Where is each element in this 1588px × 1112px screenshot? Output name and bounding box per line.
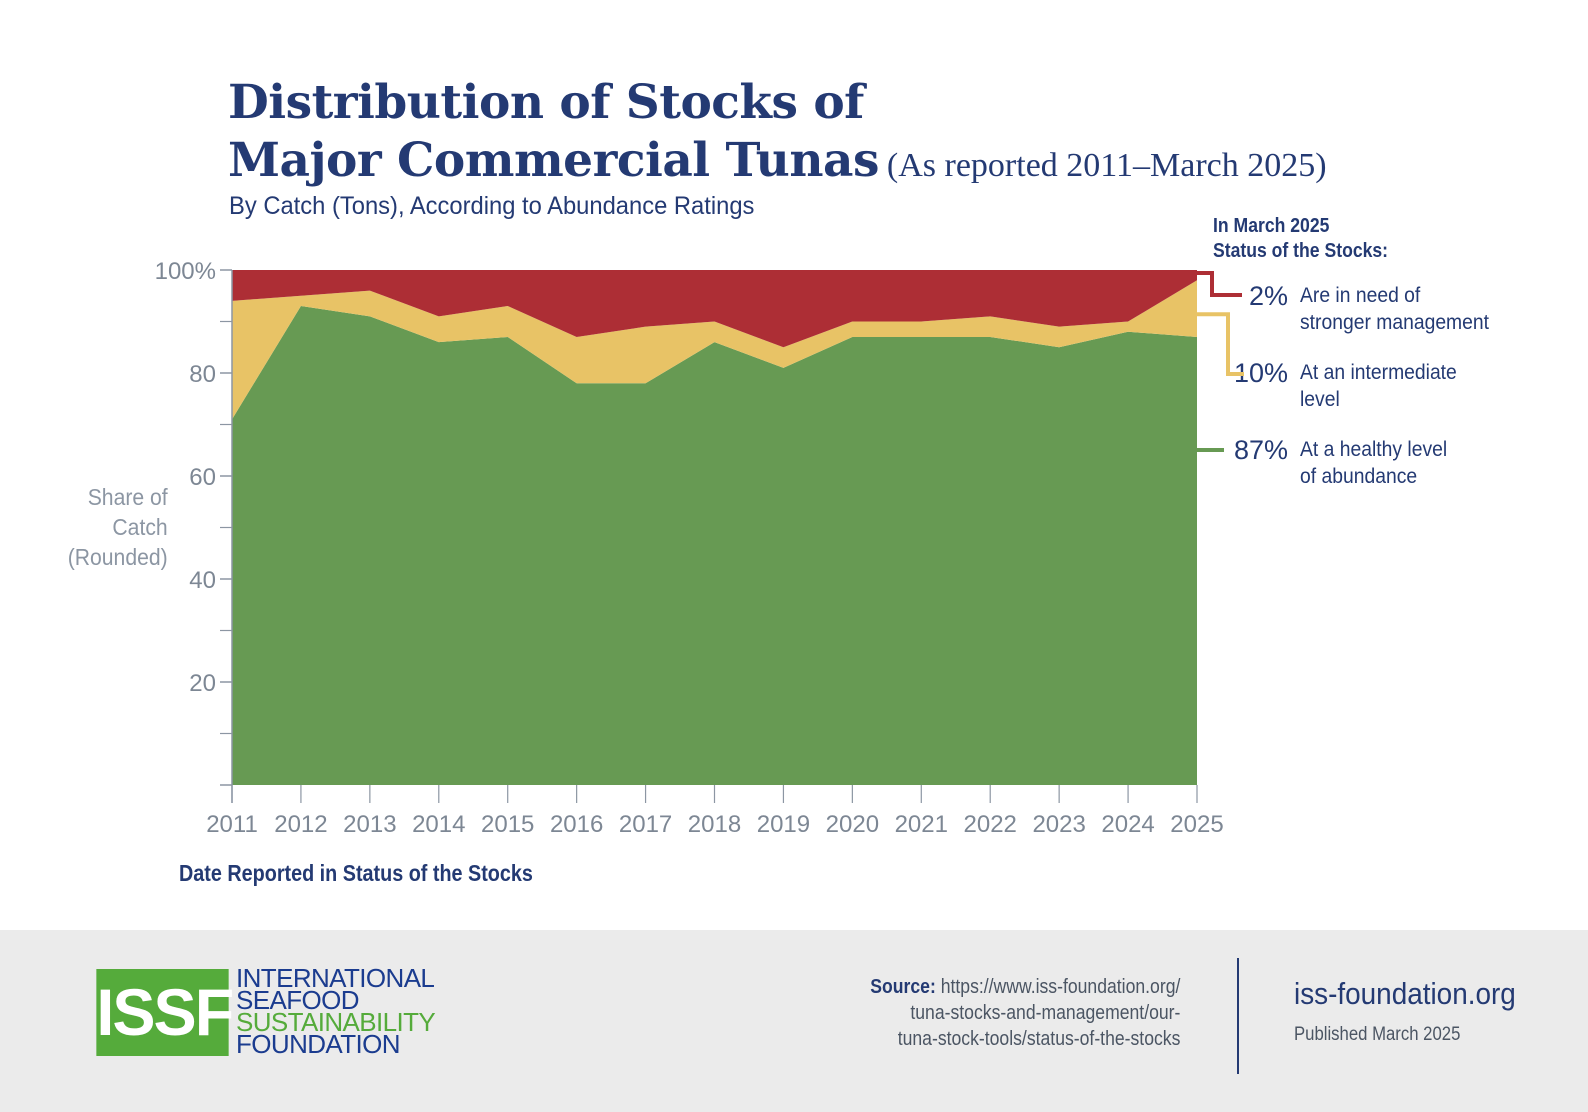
website-link[interactable]: iss-foundation.org: [1294, 976, 1516, 1011]
footer: [0, 930, 1588, 1112]
legend-desc: At a healthy level of abundance: [1300, 436, 1447, 490]
x-tick-label: 2016: [550, 811, 603, 838]
x-tick-label: 2023: [1032, 811, 1085, 838]
legend-item-intermediate: 10% At an intermediate level: [1222, 358, 1470, 413]
source-url-line[interactable]: tuna-stocks-and-management/our-: [909, 1002, 1180, 1024]
x-tick-label: 2021: [895, 811, 948, 838]
source-url-line[interactable]: https://www.iss-foundation.org/: [940, 976, 1180, 998]
legend-desc-line: of abundance: [1300, 465, 1418, 488]
stacked-area-chart: 100% 80 60 40 20 2011 2012 2013 2014 2015 2016 2017…: [155, 258, 1244, 838]
chart-title: Distribution of Stocks of Major Commerci…: [228, 74, 1327, 195]
x-tick-label: 2020: [826, 811, 879, 838]
axes-layer: 100% 80 60 40 20 2011 2012 2013 2014 2015 2016 2017…: [155, 258, 1224, 838]
logo-line: INTERNATIONAL: [236, 963, 435, 993]
y-tick-label: 20: [189, 670, 216, 697]
y-axis-label-line: Share of: [88, 484, 168, 510]
y-tick-label: 80: [189, 361, 216, 388]
legend-pct: 87%: [1233, 435, 1288, 465]
x-tick-label: 2015: [481, 811, 534, 838]
y-tick-label: 60: [189, 464, 216, 491]
legend-desc-line: Are in need of: [1300, 284, 1421, 307]
legend-connectors: [1197, 271, 1244, 452]
published-date: Published March 2025: [1294, 1024, 1461, 1045]
legend-desc-line: level: [1300, 388, 1340, 411]
legend-pct: 2%: [1248, 281, 1288, 311]
legend-desc-line: At an intermediate: [1300, 361, 1457, 384]
title-line-1: Distribution of Stocks of: [228, 75, 864, 130]
legend-heading: In March 2025 Status of the Stocks:: [1213, 214, 1388, 264]
legend-item-need-management: 2% Are in need of stronger management: [1222, 281, 1505, 336]
logo-line: FOUNDATION: [236, 1029, 401, 1059]
x-tick-label: 2025: [1170, 811, 1223, 838]
x-tick-label: 2014: [412, 811, 465, 838]
x-tick-label: 2024: [1101, 811, 1154, 838]
y-axis-label-line: Catch: [112, 514, 168, 540]
y-tick-label: 100%: [155, 258, 216, 285]
footer-divider: [1237, 958, 1239, 1074]
legend-desc-line: stronger management: [1300, 311, 1490, 334]
y-tick-label: 40: [189, 567, 216, 594]
connector-intermediate: [1197, 312, 1244, 376]
area-are-in-need-of-stronger-management: [232, 270, 1197, 348]
issf-logo-mark: ISSF: [96, 969, 234, 1056]
area-at-an-intermediate-level: [232, 280, 1197, 420]
logo-line: SEAFOOD: [236, 985, 360, 1015]
y-axis-label: Share of Catch (Rounded): [68, 482, 168, 572]
source-label: Source:: [869, 976, 936, 998]
legend-desc: Are in need of stronger management: [1300, 282, 1489, 336]
x-tick-label: 2011: [206, 811, 258, 838]
chart-subtitle: By Catch (Tons), According to Abundance …: [229, 192, 755, 220]
legend-item-healthy: 87% At a healthy level of abundance: [1222, 435, 1460, 490]
x-tick-label: 2013: [343, 811, 396, 838]
legend-desc-line: At a healthy level: [1300, 438, 1448, 461]
x-tick-label: 2017: [619, 811, 672, 838]
title-date-range: (As reported 2011–March 2025): [886, 147, 1327, 184]
legend-desc: At an intermediate level: [1300, 359, 1457, 413]
y-axis-label-line: (Rounded): [68, 544, 168, 570]
x-axis-title: Date Reported in Status of the Stocks: [179, 860, 533, 886]
x-tick-label: 2012: [274, 811, 327, 838]
area-layer: [232, 270, 1197, 785]
x-tick-label: 2018: [688, 811, 741, 838]
connector-need-management: [1197, 271, 1242, 297]
source-note: Source: https://www.iss-foundation.org/ …: [870, 974, 1180, 1052]
source-url-line[interactable]: tuna-stock-tools/status-of-the-stocks: [897, 1028, 1180, 1050]
legend-heading-line-1: In March 2025: [1213, 215, 1330, 237]
issf-logo-text: INTERNATIONAL SEAFOOD SUSTAINABILITY FOU…: [236, 963, 436, 1059]
legend-heading-line-2: Status of the Stocks:: [1213, 240, 1389, 262]
x-tick-label: 2022: [964, 811, 1017, 838]
title-line-2: Major Commercial Tunas: [228, 133, 879, 188]
logo-line: SUSTAINABILITY: [236, 1007, 436, 1037]
area-at-a-healthy-level-of-abundance: [232, 306, 1197, 785]
x-tick-label: 2019: [757, 811, 810, 838]
